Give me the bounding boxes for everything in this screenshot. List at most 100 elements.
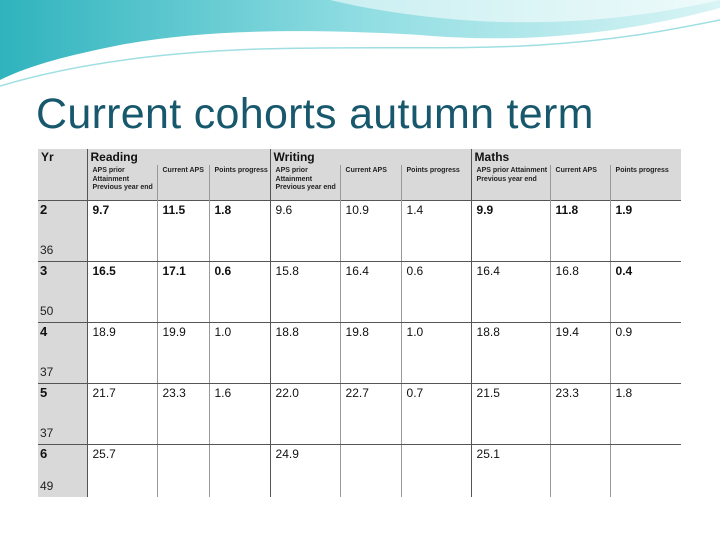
value-cell: 1.6 — [209, 383, 271, 445]
maths-current-aps-header: Current APS — [550, 165, 611, 201]
reading-aps-prior-header: APS prior Attainment Previous year end — [87, 165, 158, 201]
value: 9.7 — [92, 203, 110, 217]
group-header-row: Yr Reading Writing Maths — [38, 149, 682, 165]
table-row: 3 50 16.5 17.1 0.6 15.8 16.4 0.6 16.4 16.… — [38, 261, 682, 323]
value-cell: 10.9 — [340, 200, 402, 262]
value-cell: 9.7 — [87, 200, 158, 262]
yr-number: 6 — [40, 446, 48, 461]
value-cell: 0.6 — [209, 261, 271, 323]
value — [611, 445, 682, 447]
yr-cell: 5 37 — [38, 383, 88, 445]
value-cell: 21.7 — [87, 383, 158, 445]
value: 1.0 — [406, 325, 424, 339]
value: 25.1 — [476, 447, 500, 461]
value: 11.8 — [555, 203, 579, 217]
yr-header: Yr — [38, 149, 88, 165]
yr-number: 3 — [40, 263, 48, 278]
value: 18.9 — [92, 325, 116, 339]
value: 19.8 — [345, 325, 369, 339]
value: 22.0 — [275, 386, 299, 400]
yr-number: 5 — [40, 385, 48, 400]
subheader-label: Current APS — [555, 167, 597, 174]
value: 0.9 — [615, 325, 633, 339]
value-cell: 1.4 — [401, 200, 472, 262]
value — [210, 445, 270, 447]
value: 23.3 — [162, 386, 186, 400]
subheader-label: APS prior Attainment Previous year end — [476, 167, 548, 183]
value: 1.9 — [615, 203, 633, 217]
maths-header-label: Maths — [474, 150, 510, 164]
value-cell: 19.9 — [157, 322, 210, 384]
writing-points-progress-header: Points progress — [401, 165, 472, 201]
value: 23.3 — [555, 386, 579, 400]
yr-cell: 2 36 — [38, 200, 88, 262]
value: 22.7 — [345, 386, 369, 400]
table-row: 6 49 25.7 24.9 25.1 — [38, 444, 681, 498]
subheader-label: Current APS — [162, 167, 204, 174]
value: 1.8 — [615, 386, 633, 400]
writing-header: Writing — [270, 149, 472, 165]
cohort-count: 49 — [40, 479, 54, 493]
value: 0.4 — [615, 264, 633, 278]
value-cell: 16.4 — [471, 261, 551, 323]
reading-header-label: Reading — [90, 150, 138, 164]
subheader-label: Points progress — [615, 167, 669, 174]
value: 16.4 — [345, 264, 369, 278]
header-wave-decoration — [0, 0, 720, 87]
value: 1.0 — [214, 325, 232, 339]
writing-aps-prior-header: APS prior Attainment Previous year end — [270, 165, 341, 201]
value-cell — [610, 445, 681, 498]
value-cell: 22.0 — [270, 383, 341, 445]
value-cell: 19.4 — [550, 322, 611, 384]
value-cell: 9.9 — [471, 200, 551, 262]
table-row: 5 37 21.7 23.3 1.6 22.0 22.7 0.7 21.5 23.… — [38, 383, 682, 445]
value-cell: 23.3 — [157, 383, 210, 445]
value: 0.6 — [406, 264, 424, 278]
value-cell: 18.8 — [270, 322, 341, 384]
value: 9.9 — [476, 203, 494, 217]
subheader-label: Current APS — [345, 167, 387, 174]
value-cell: 11.5 — [157, 200, 210, 262]
value-cell — [401, 444, 472, 497]
writing-header-label: Writing — [273, 150, 315, 164]
value-cell: 16.8 — [550, 261, 611, 323]
value-cell: 18.9 — [87, 322, 158, 384]
value — [158, 445, 209, 447]
value-cell: 25.1 — [471, 444, 551, 497]
subheader-row: APS prior Attainment Previous year end C… — [38, 165, 682, 201]
yr-cell: 4 37 — [38, 322, 88, 384]
value-cell: 23.3 — [550, 383, 611, 445]
value: 21.7 — [92, 386, 116, 400]
value-cell: 0.6 — [401, 261, 472, 323]
cohort-count: 36 — [40, 243, 54, 257]
value-cell — [157, 444, 210, 497]
value-cell: 22.7 — [340, 383, 402, 445]
yr-cell: 6 49 — [38, 444, 88, 497]
value-cell: 16.5 — [87, 261, 158, 323]
yr-cell: 3 50 — [38, 261, 88, 323]
value — [341, 445, 401, 447]
reading-points-progress-header: Points progress — [209, 165, 271, 201]
value: 21.5 — [476, 386, 500, 400]
value: 25.7 — [92, 447, 116, 461]
value-cell: 9.6 — [270, 200, 341, 262]
value: 9.6 — [275, 203, 293, 217]
writing-current-aps-header: Current APS — [340, 165, 402, 201]
value: 18.8 — [275, 325, 299, 339]
value-cell: 18.8 — [471, 322, 551, 384]
reading-header: Reading — [87, 149, 271, 165]
value: 17.1 — [162, 264, 186, 278]
value-cell: 16.4 — [340, 261, 402, 323]
value-cell: 17.1 — [157, 261, 210, 323]
yr-number: 4 — [40, 324, 48, 339]
value-cell: 1.0 — [401, 322, 472, 384]
value: 19.9 — [162, 325, 186, 339]
table-row: 4 37 18.9 19.9 1.0 18.8 19.8 1.0 18.8 19.… — [38, 322, 682, 384]
slide-title: Current cohorts autumn term — [36, 90, 594, 138]
value: 1.4 — [406, 203, 424, 217]
value-cell: 1.9 — [610, 200, 682, 262]
value-cell: 0.7 — [401, 383, 472, 445]
value: 11.5 — [162, 203, 186, 217]
value: 0.6 — [214, 264, 232, 278]
value-cell — [209, 444, 271, 497]
